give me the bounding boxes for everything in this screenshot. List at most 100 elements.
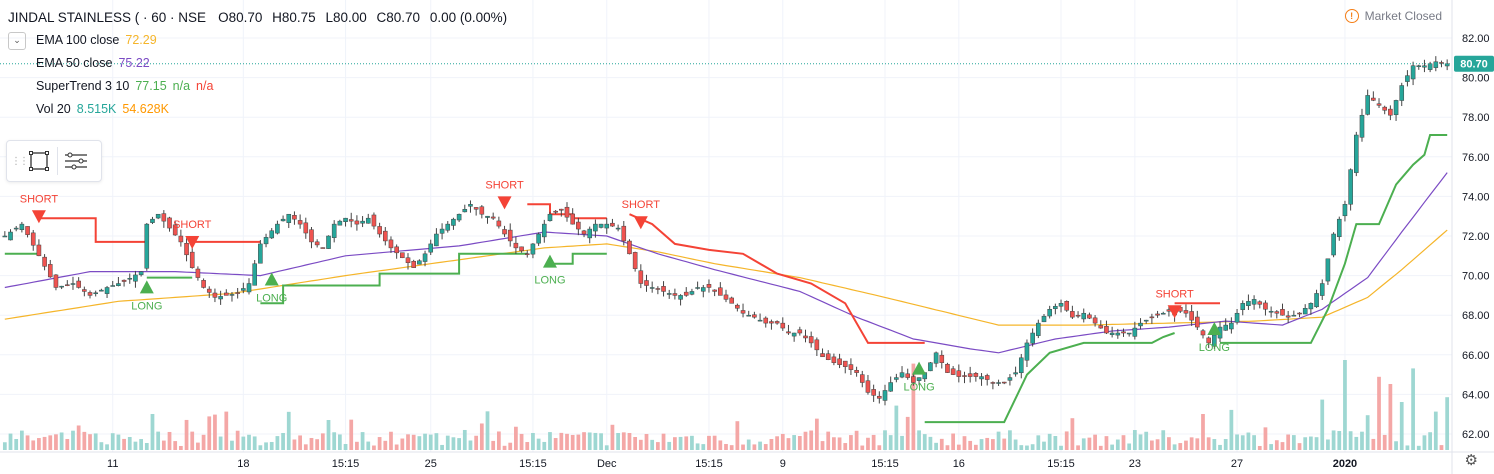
volume-bar — [1093, 434, 1097, 450]
volume-bar — [514, 426, 518, 450]
candle-down — [769, 321, 774, 324]
candle-up — [1393, 100, 1399, 116]
candle-down — [1195, 316, 1200, 328]
candle-up — [104, 287, 110, 294]
volume-bar — [1064, 431, 1069, 450]
volume-bar — [394, 444, 399, 450]
price-tick-label: 68.00 — [1462, 310, 1490, 322]
volume-bar — [1104, 436, 1109, 450]
volume-bar — [434, 433, 439, 450]
candle-up — [258, 243, 263, 264]
volume-bar — [678, 436, 683, 450]
ema100-line — [4, 229, 1448, 326]
candle-up — [888, 382, 893, 392]
candle-up — [1160, 312, 1166, 315]
candle-down — [161, 213, 167, 222]
volume-bar — [144, 442, 149, 450]
volume-bar — [1178, 443, 1183, 450]
candle-down — [871, 389, 876, 396]
volume-bar — [139, 439, 143, 450]
candle-up — [275, 223, 280, 234]
volume-bar — [633, 437, 638, 450]
candle-up — [252, 263, 257, 286]
candle-up — [1138, 322, 1143, 327]
indicator-supertrend[interactable]: SuperTrend 3 10 77.15 n/a n/a — [8, 75, 513, 98]
candle-up — [439, 228, 445, 234]
short-signal-arrow — [185, 236, 200, 249]
candle-up — [1053, 306, 1058, 310]
chevron-down-icon[interactable]: ⌄ — [8, 31, 26, 50]
volume-bar — [479, 423, 484, 450]
drawing-toolbar: ⋮⋮ — [6, 140, 102, 182]
drag-handle-icon[interactable]: ⋮⋮ — [11, 155, 29, 167]
candle-up — [263, 237, 269, 245]
volume-bar — [1405, 445, 1410, 450]
candle-up — [1308, 303, 1314, 310]
volume-bar — [939, 438, 944, 450]
volume-bar — [945, 445, 950, 450]
settings-list-icon[interactable] — [58, 143, 94, 179]
volume-bar — [1115, 439, 1120, 450]
candle-down — [820, 353, 825, 358]
candle-down — [178, 235, 184, 243]
candle-down — [1285, 315, 1291, 318]
volume-bar — [315, 439, 320, 450]
candle-down — [752, 314, 757, 318]
rectangle-tool-icon[interactable] — [21, 143, 57, 179]
candle-up — [2, 235, 8, 238]
candle-down — [1087, 314, 1092, 319]
volume-bar — [701, 444, 706, 450]
long-signal-label: LONG — [131, 300, 162, 312]
volume-bar — [644, 433, 649, 450]
candle-down — [1104, 326, 1109, 334]
candle-down — [206, 288, 212, 293]
candle-down — [1297, 312, 1302, 315]
supertrend-signals: SHORT LONG SHORT LONG SHORT LONG SHORT LONG SHOR… — [20, 179, 1230, 393]
volume-bar — [355, 441, 359, 450]
market-status[interactable]: ! Market Closed — [1344, 9, 1442, 23]
volume-bar — [809, 430, 814, 450]
volume-bar — [956, 444, 961, 450]
price-tick-label: 80.00 — [1462, 73, 1490, 85]
candle-down — [354, 220, 360, 225]
volume-bar — [735, 421, 740, 450]
volume-bar — [1189, 437, 1194, 450]
symbol-title[interactable]: JINDAL STAINLESS ( · 60 · NSE — [8, 10, 207, 25]
candle-down — [1121, 331, 1126, 334]
candle-down — [184, 242, 189, 256]
volume-bars — [2, 360, 1450, 450]
candle-down — [382, 230, 388, 242]
indicator-volume[interactable]: Vol 20 8.515K 54.628K — [8, 98, 513, 121]
short-signal-arrow — [1167, 305, 1182, 319]
candle-down — [377, 226, 382, 235]
volume-bar — [93, 433, 98, 450]
indicator-ema50[interactable]: EMA 50 close 75.22 — [8, 52, 513, 75]
volume-bar — [366, 441, 371, 450]
change-value: 0.00 (0.00%) — [429, 10, 508, 25]
candle-down — [553, 210, 558, 213]
volume-bar — [496, 431, 501, 450]
volume-bar — [627, 432, 632, 450]
candle-down — [201, 280, 206, 288]
price-tick-label: 72.00 — [1462, 231, 1490, 243]
candle-up — [1081, 312, 1087, 320]
volume-bar — [1377, 376, 1381, 450]
candle-down — [348, 219, 354, 222]
volume-bar — [962, 436, 967, 450]
volume-bar — [724, 443, 728, 450]
candle-up — [1223, 324, 1228, 331]
candle-down — [831, 356, 837, 363]
volume-bar — [1365, 415, 1370, 450]
volume-bar — [1246, 432, 1251, 450]
indicator-ema100[interactable]: ⌄ EMA 100 close 72.29 — [8, 29, 513, 52]
candle-up — [343, 217, 348, 223]
candle-up — [899, 372, 905, 378]
candle-down — [309, 229, 314, 243]
volume-bar — [814, 418, 819, 450]
candle-up — [331, 223, 337, 238]
gear-icon[interactable]: ⚙ — [1464, 452, 1478, 469]
volume-bar — [1257, 445, 1262, 450]
candle-up — [434, 233, 439, 247]
volume-bar — [860, 445, 865, 450]
